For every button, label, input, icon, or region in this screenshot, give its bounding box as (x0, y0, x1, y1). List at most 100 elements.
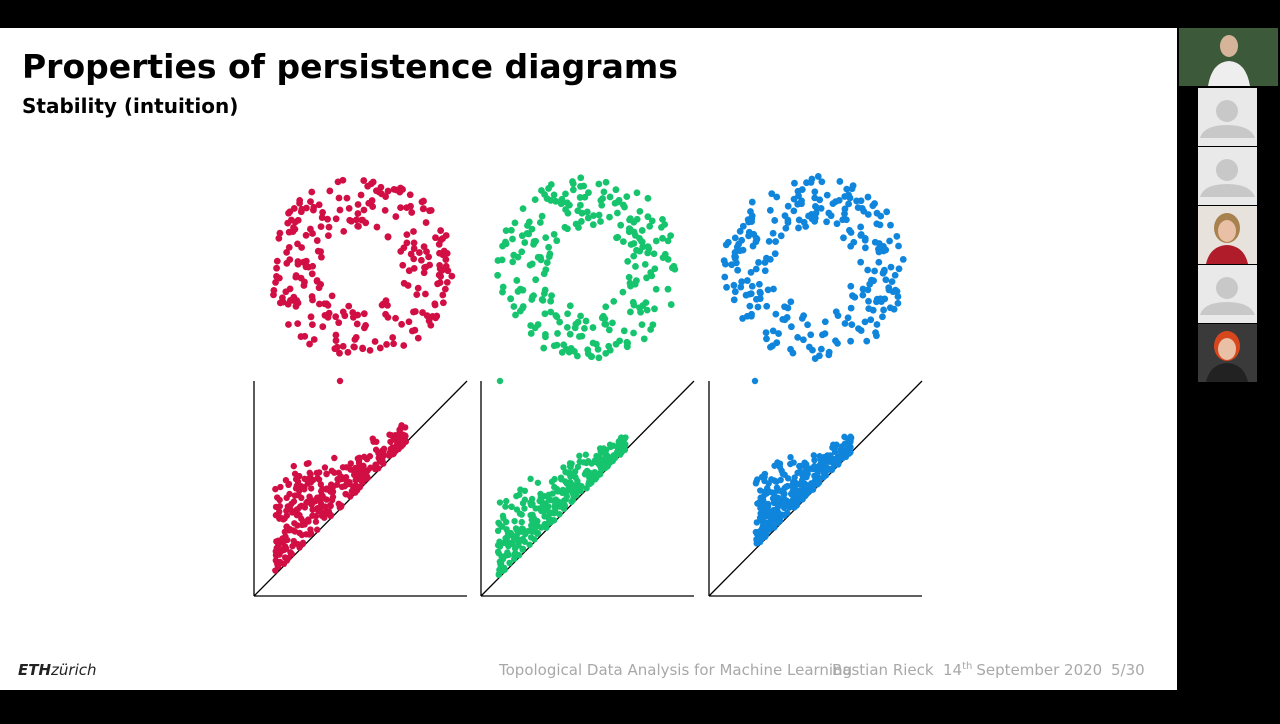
cloud-point (879, 313, 886, 321)
cloud-point (566, 201, 573, 209)
cloud-point (720, 257, 728, 265)
cloud-point (552, 312, 560, 319)
cloud-point (577, 174, 585, 182)
cloud-point (525, 230, 533, 238)
diagram-point (502, 503, 509, 510)
diagram-point (518, 518, 525, 526)
cloud-point (866, 280, 874, 288)
diagram-point (511, 550, 519, 557)
diagram-point (757, 494, 764, 501)
cloud-point (563, 323, 571, 331)
diagram-point (282, 543, 289, 550)
cloud-point (814, 173, 822, 180)
diagram-point (289, 509, 296, 516)
cloud-point (431, 300, 439, 308)
cloud-point (300, 282, 308, 289)
cloud-point (888, 278, 896, 286)
diagram-point (495, 571, 502, 579)
cloud-point (614, 198, 622, 206)
cloud-point (509, 258, 517, 266)
cloud-point (818, 178, 826, 186)
diagram-point (751, 377, 759, 385)
cloud-point (823, 218, 830, 226)
cloud-point (848, 321, 856, 329)
cloud-point (426, 207, 433, 215)
participant-panel (1179, 28, 1278, 382)
cloud-point (651, 305, 658, 313)
cloud-point (606, 193, 614, 201)
cloud-point (307, 313, 315, 321)
cloud-point (542, 234, 550, 242)
diagram-point (753, 536, 760, 544)
cloud-point (302, 263, 310, 271)
diagram-point (290, 462, 297, 470)
cloud-point (875, 258, 883, 266)
cloud-point (332, 337, 340, 344)
cloud-point (777, 232, 785, 240)
cloud-point (347, 217, 355, 225)
cloud-point (650, 250, 658, 258)
cloud-point (763, 335, 770, 343)
cloud-point (805, 343, 813, 351)
diagram-point (527, 501, 535, 509)
cloud-point (652, 285, 660, 293)
cloud-point (413, 291, 421, 299)
cloud-point (569, 186, 577, 194)
diagram-point (496, 377, 504, 385)
date-day: 14 (943, 661, 962, 679)
cloud-point (594, 345, 602, 353)
cloud-point (595, 354, 603, 362)
diagram-point (387, 445, 394, 453)
cloud-point (648, 272, 656, 280)
cloud-point (324, 313, 332, 321)
cloud-point (279, 294, 286, 302)
cloud-point (861, 235, 869, 242)
cloud-point (399, 261, 407, 269)
cloud-point (648, 217, 656, 225)
cloud-point (736, 227, 744, 235)
diagram-point (781, 471, 788, 478)
cloud-point (403, 231, 411, 239)
diagram-point (515, 538, 522, 546)
course-name: Topological Data Analysis for Machine Le… (498, 661, 852, 679)
diagram-point (275, 513, 283, 521)
cloud-point (397, 204, 404, 212)
diagram-point (321, 514, 328, 521)
cloud-point (408, 327, 416, 335)
cloud-point (644, 194, 652, 202)
cloud-point (614, 233, 622, 241)
cloud-point (652, 237, 660, 245)
diagram-point (354, 455, 362, 462)
cloud-point (832, 337, 839, 345)
cloud-point (360, 177, 368, 184)
participant-tile (1198, 88, 1257, 146)
diagram-point (509, 539, 516, 546)
diagram-point (328, 496, 336, 504)
cloud-point (442, 232, 450, 239)
cloud-point (633, 277, 640, 285)
cloud-point (638, 227, 646, 234)
cloud-point (847, 282, 855, 290)
cloud-point (364, 182, 372, 190)
diagram-point (586, 475, 593, 482)
diagram-point (835, 459, 842, 467)
diagram-point (843, 442, 850, 449)
cloud-point (528, 225, 536, 233)
cloud-point (355, 222, 362, 230)
cloud-point (620, 327, 628, 335)
cloud-point (442, 256, 450, 264)
diagram-point (556, 511, 563, 518)
point-cloud (270, 176, 456, 357)
cloud-point (640, 335, 648, 343)
cloud-point (621, 203, 628, 211)
diagram-point (552, 496, 560, 503)
cloud-point (383, 341, 390, 348)
cloud-point (398, 320, 406, 328)
diagram-point (559, 489, 566, 497)
diagram-point (372, 461, 379, 468)
cloud-point (795, 216, 803, 224)
cloud-point (587, 353, 595, 360)
diagram-point (275, 544, 282, 551)
cloud-point (589, 324, 597, 331)
cloud-point (553, 341, 561, 349)
